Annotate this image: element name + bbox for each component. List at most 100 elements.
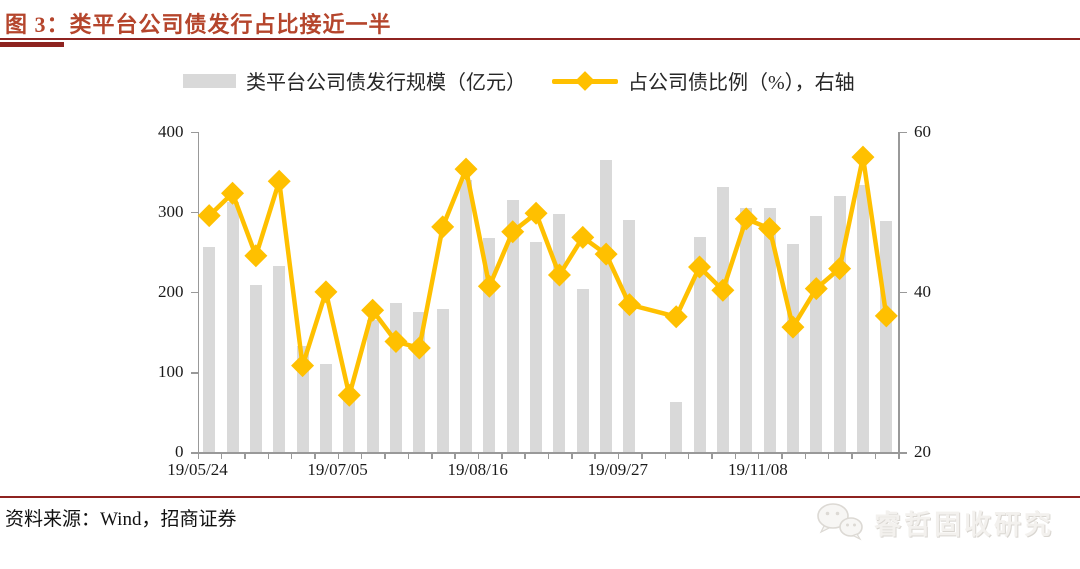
y-axis-left-label-100: 100 [158,362,184,382]
x-axis-tick-26 [804,453,807,459]
bar-19/12/13 [880,221,893,453]
y-axis-left-label-300: 300 [158,201,184,221]
ratio-point-diamond-icon [197,204,221,228]
x-axis-tick-25 [781,453,783,459]
bar-19/08/09 [460,179,473,453]
x-axis-tick-15 [547,453,550,459]
legend-line-marker-icon [552,70,618,92]
x-axis-line [197,452,900,454]
x-axis-tick-7 [360,453,363,459]
x-axis-tick-8 [384,453,386,459]
y-axis-right-tick-60 [899,131,907,133]
bar-19/08/23 [506,199,519,453]
x-axis-label-19/08/16: 19/08/16 [447,460,508,480]
ratio-point-diamond-icon [267,169,291,193]
x-axis-label-19/05/24: 19/05/24 [167,460,228,480]
x-axis-tick-23 [734,453,737,459]
bar-19/10/18 [693,236,706,453]
y-axis-left-tick-300 [190,211,198,214]
x-axis-tick-0 [197,453,199,459]
footer-divider-line [0,496,1080,498]
bar-19/10/11 [670,401,683,453]
y-axis-left-line [197,131,199,453]
x-axis-tick-30 [898,453,900,459]
x-axis-tick-17 [594,453,596,459]
x-axis-tick-1 [220,453,223,459]
x-axis-tick-21 [687,453,690,459]
x-axis-tick-5 [314,453,316,459]
x-axis-label-19/09/27: 19/09/27 [587,460,649,480]
ratio-point-diamond-icon [361,298,385,322]
bar-19/06/07 [249,285,262,453]
y-axis-left-tick-100 [190,372,198,374]
x-axis-tick-20 [664,453,666,459]
bar-19/09/27 [623,219,636,453]
legend-bar-label: 类平台公司债发行规模（亿元） [246,72,526,94]
bar-19/07/12 [366,319,379,453]
y-axis-left-tick-400 [190,131,198,133]
ratio-point-diamond-icon [314,280,338,304]
bar-19/08/16 [483,238,496,453]
ratio-point-diamond-icon [851,145,875,169]
ratio-point-diamond-icon [571,225,595,249]
y-axis-right-label-40: 40 [914,281,931,301]
figure-title: 图 3：类平台公司债发行占比接近一半 [5,12,392,37]
header-divider-accent [0,42,64,47]
source-note: 资料来源：Wind，招商证券 [5,509,237,530]
bar-19/07/05 [343,392,356,453]
bar-19/07/26 [413,311,426,453]
y-axis-left-label-200: 200 [158,281,184,301]
x-axis-tick-2 [244,453,246,459]
y-axis-right-tick-40 [899,291,907,294]
bar-19/11/08 [763,207,776,453]
bar-19/06/28 [319,364,332,453]
y-axis-left-label-0: 0 [175,442,184,462]
x-axis-tick-29 [874,453,877,459]
x-axis-tick-14 [524,453,526,459]
x-axis-tick-12 [477,453,480,459]
x-axis-tick-27 [827,453,830,459]
x-axis-tick-9 [407,453,410,459]
bar-19/05/31 [226,202,239,453]
chart-legend: 类平台公司债发行规模（亿元） 占公司债比例（%），右轴 [183,66,855,95]
x-axis-tick-6 [337,453,340,459]
bar-19/09/06 [553,214,566,453]
legend-bar-swatch-icon [183,73,236,88]
x-axis-tick-28 [851,453,853,459]
x-axis-tick-16 [571,453,573,459]
bar-19/06/21 [296,345,309,453]
watermark: 睿哲固收研究 [814,501,1054,543]
bar-19/09/13 [576,288,589,453]
x-axis-tick-24 [757,453,760,459]
bar-19/07/19 [389,303,402,453]
x-axis-tick-22 [711,453,713,459]
legend-line-label: 占公司债比例（%），右轴 [628,72,855,94]
header-divider-line [0,38,1080,40]
bar-19/11/29 [833,195,846,453]
bar-19/08/30 [530,242,543,453]
x-axis-tick-11 [454,453,456,459]
ratio-line [207,154,889,398]
ratio-point-diamond-icon [454,157,478,181]
x-axis-label-19/07/05: 19/07/05 [307,460,368,480]
y-axis-right-line [898,131,900,453]
bar-19/09/20 [600,159,613,453]
bar-19/08/02 [436,309,449,453]
y-axis-left-label-400: 400 [158,121,184,141]
x-axis-tick-19 [641,453,643,459]
bar-19/06/14 [273,266,286,453]
ratio-point-diamond-icon [244,244,268,268]
bar-19/11/22 [810,215,823,453]
bar-19/11/01 [740,208,753,453]
bar-19/11/15 [786,243,799,453]
ratio-point-diamond-icon [664,305,688,329]
x-axis-label-19/11/08: 19/11/08 [727,460,788,480]
y-axis-left-tick-200 [190,291,198,294]
bar-19/10/25 [716,186,729,453]
ratio-point-diamond-icon [524,201,548,225]
y-axis-right-tick-20 [899,452,907,454]
wechat-icon [817,503,863,541]
x-axis-tick-13 [501,453,503,459]
ratio-point-diamond-icon [431,215,455,239]
